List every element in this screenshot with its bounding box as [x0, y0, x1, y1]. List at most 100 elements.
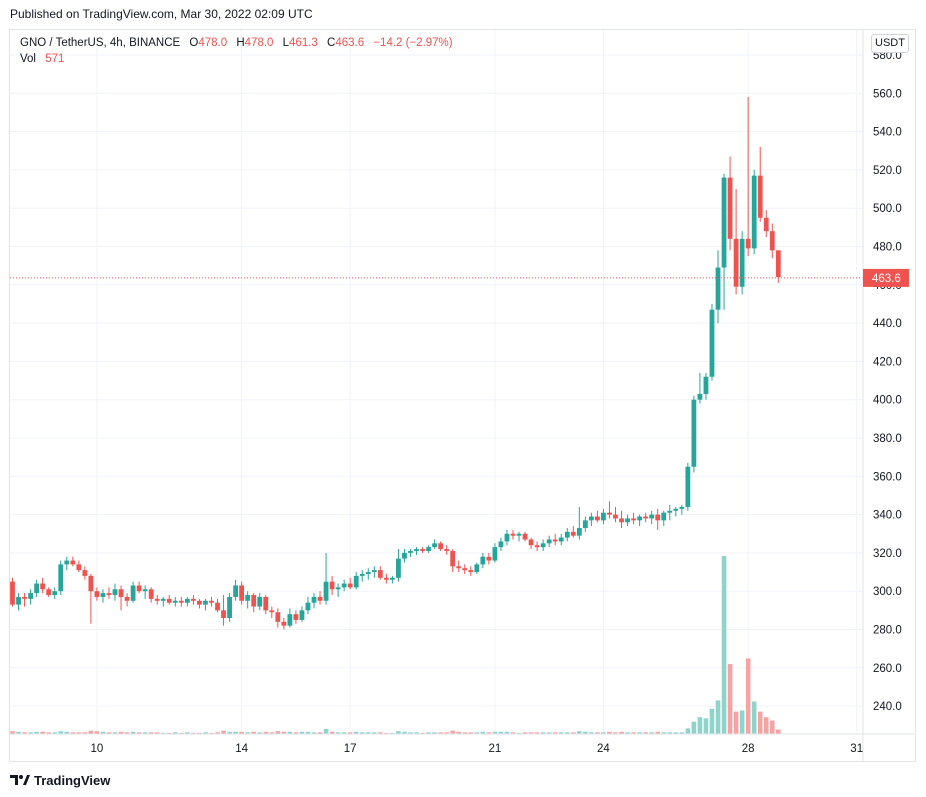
candle-body[interactable] — [323, 581, 329, 601]
candle-body[interactable] — [763, 217, 769, 232]
candle-body[interactable] — [106, 593, 112, 596]
candle-body[interactable] — [456, 566, 462, 569]
footer-brand[interactable]: TradingView — [34, 772, 111, 788]
candle-body[interactable] — [353, 575, 359, 588]
candle-body[interactable] — [709, 309, 715, 377]
candle-body[interactable] — [76, 564, 82, 571]
candle-body[interactable] — [582, 520, 588, 529]
candle-body[interactable] — [377, 570, 383, 578]
candle-body[interactable] — [655, 514, 661, 521]
candle-body[interactable] — [528, 539, 534, 546]
candle-body[interactable] — [498, 541, 504, 548]
candle-body[interactable] — [88, 575, 94, 592]
candle-body[interactable] — [601, 512, 606, 521]
candle-body[interactable] — [432, 543, 437, 548]
candle-body[interactable] — [40, 583, 46, 590]
candle-body[interactable] — [420, 549, 425, 551]
candle-body[interactable] — [70, 560, 76, 565]
candle-body[interactable] — [552, 539, 558, 542]
candle-body[interactable] — [257, 596, 263, 607]
candle-body[interactable] — [172, 600, 178, 603]
candle-body[interactable] — [450, 550, 456, 567]
candle-body[interactable] — [269, 610, 275, 613]
candle-body[interactable] — [402, 552, 407, 559]
candle-body[interactable] — [365, 572, 371, 574]
candle-body[interactable] — [570, 531, 576, 536]
candle-body[interactable] — [673, 508, 679, 511]
candle-body[interactable] — [619, 518, 624, 523]
candle-body[interactable] — [492, 547, 498, 561]
candle-body[interactable] — [136, 585, 142, 592]
candle-body[interactable] — [28, 593, 33, 599]
candle-body[interactable] — [160, 598, 166, 601]
candle-body[interactable] — [486, 556, 492, 561]
candle-body[interactable] — [221, 610, 226, 619]
candle-body[interactable] — [745, 238, 751, 249]
candle-body[interactable] — [130, 585, 136, 601]
candle-body[interactable] — [769, 231, 775, 251]
candle-body[interactable] — [703, 376, 709, 394]
candle-body[interactable] — [408, 550, 413, 553]
candle-body[interactable] — [112, 589, 118, 596]
candle-body[interactable] — [558, 537, 564, 542]
candle-body[interactable] — [178, 600, 184, 603]
candle-body[interactable] — [335, 587, 341, 590]
candle-body[interactable] — [396, 558, 401, 578]
candle-body[interactable] — [293, 614, 299, 620]
candle-body[interactable] — [679, 506, 685, 509]
candle-body[interactable] — [94, 591, 100, 597]
candle-body[interactable] — [510, 533, 516, 536]
candle-body[interactable] — [426, 547, 431, 551]
candle-body[interactable] — [721, 177, 727, 268]
candle-body[interactable] — [10, 581, 15, 605]
candle-body[interactable] — [414, 549, 419, 551]
candle-body[interactable] — [643, 516, 649, 519]
candle-body[interactable] — [263, 596, 269, 611]
candle-body[interactable] — [22, 596, 27, 599]
candle-body[interactable] — [516, 533, 522, 536]
candle-body[interactable] — [58, 564, 64, 592]
candle-body[interactable] — [215, 602, 220, 611]
candle-body[interactable] — [631, 518, 636, 521]
candle-body[interactable] — [595, 516, 600, 521]
candle-body[interactable] — [534, 545, 540, 548]
candle-body[interactable] — [347, 583, 353, 588]
candle-body[interactable] — [329, 581, 335, 590]
candle-body[interactable] — [540, 543, 546, 548]
candle-body[interactable] — [251, 595, 257, 607]
candle-body[interactable] — [480, 556, 486, 565]
candle-body[interactable] — [474, 564, 480, 573]
candle-body[interactable] — [275, 612, 281, 622]
candle-body[interactable] — [389, 577, 395, 580]
candle-body[interactable] — [576, 528, 582, 536]
candle-body[interactable] — [733, 238, 739, 287]
candle-body[interactable] — [444, 549, 450, 551]
candle-body[interactable] — [504, 533, 510, 542]
candle-body[interactable] — [227, 596, 232, 619]
candle-body[interactable] — [359, 573, 365, 576]
candle-body[interactable] — [438, 543, 444, 550]
candle-body[interactable] — [142, 589, 148, 592]
candle-body[interactable] — [191, 598, 196, 601]
candle-body[interactable] — [462, 568, 468, 571]
candle-body[interactable] — [100, 593, 106, 597]
candle-body[interactable] — [305, 602, 311, 611]
candle-body[interactable] — [34, 583, 40, 594]
candle-body[interactable] — [124, 596, 130, 601]
symbol-label[interactable]: GNO / TetherUS, 4h, BINANCE — [20, 37, 181, 49]
candle-body[interactable] — [727, 177, 733, 239]
candle-body[interactable] — [341, 583, 347, 588]
candle-body[interactable] — [625, 518, 630, 523]
candle-body[interactable] — [371, 570, 377, 573]
candle-body[interactable] — [299, 610, 305, 620]
candle-body[interactable] — [317, 596, 323, 601]
candle-body[interactable] — [637, 516, 643, 521]
candle-body[interactable] — [118, 589, 124, 597]
candle-body[interactable] — [564, 531, 570, 538]
candle-body[interactable] — [715, 267, 721, 310]
candle-body[interactable] — [166, 598, 172, 603]
candle-body[interactable] — [383, 577, 389, 580]
candle-body[interactable] — [239, 585, 245, 601]
candle-body[interactable] — [697, 393, 703, 400]
